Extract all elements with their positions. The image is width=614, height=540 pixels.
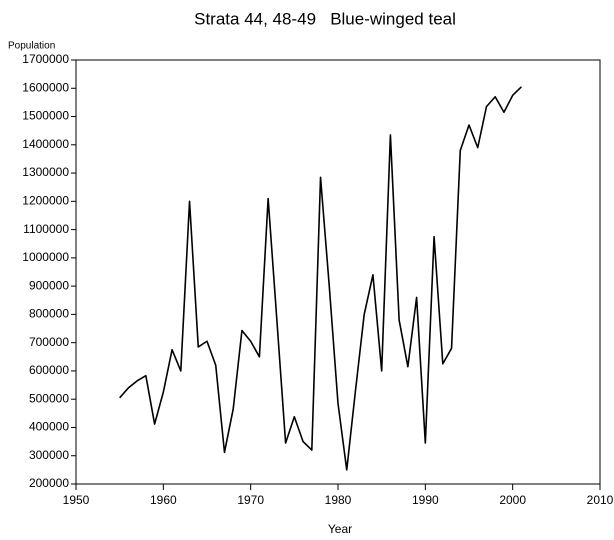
y-tick-label: 1300000 (22, 165, 69, 179)
x-tick-label: 1950 (63, 493, 90, 507)
y-tick-label: 1000000 (22, 250, 69, 264)
y-tick-label: 900000 (29, 278, 69, 292)
chart-title: Strata 44, 48-49 Blue-winged teal (194, 9, 456, 28)
y-tick-label: 400000 (29, 420, 69, 434)
x-tick-label: 1960 (150, 493, 177, 507)
y-tick-label: 800000 (29, 307, 69, 321)
y-tick-label: 700000 (29, 335, 69, 349)
y-tick-label: 600000 (29, 363, 69, 377)
x-axis-label: Year (328, 522, 352, 536)
y-tick-label: 1500000 (22, 109, 69, 123)
y-tick-label: 1200000 (22, 194, 69, 208)
y-tick-label: 1700000 (22, 52, 69, 66)
y-tick-label: 200000 (29, 476, 69, 490)
y-tick-label: 500000 (29, 391, 69, 405)
x-tick-label: 1990 (412, 493, 439, 507)
y-tick-label: 1400000 (22, 137, 69, 151)
x-tick-label: 1970 (237, 493, 264, 507)
x-tick-label: 2000 (499, 493, 526, 507)
y-tick-label: 1600000 (22, 80, 69, 94)
x-tick-label: 1980 (325, 493, 352, 507)
y-axis-label: Population (8, 41, 55, 52)
y-tick-label: 300000 (29, 448, 69, 462)
data-line (119, 86, 522, 471)
x-tick-label: 2010 (587, 493, 614, 507)
y-tick-label: 1100000 (23, 222, 69, 236)
